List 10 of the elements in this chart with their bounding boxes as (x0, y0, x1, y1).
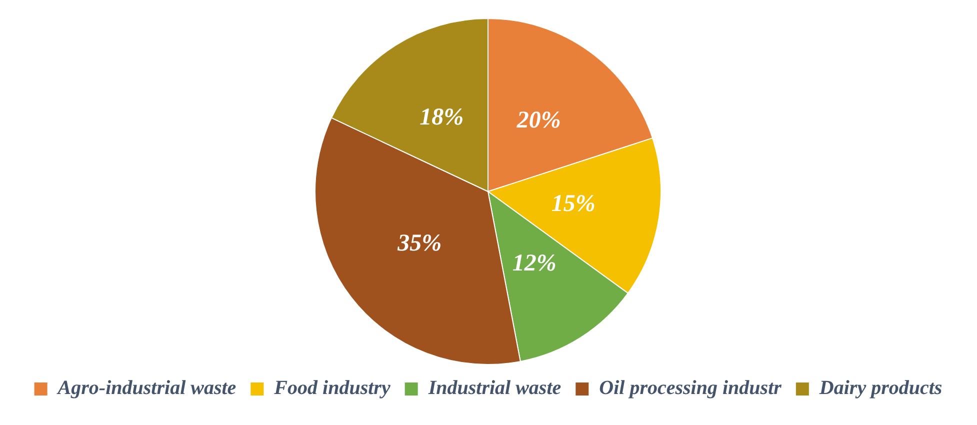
legend-label: Dairy products (818, 377, 942, 400)
legend-label: Oil processing industr (599, 377, 782, 400)
data-label: 35% (396, 230, 442, 257)
legend-label: Food industry (273, 377, 390, 400)
legend-label: Industrial waste (427, 377, 562, 400)
data-label: 12% (512, 250, 556, 277)
legend-label: Agro-industrial waste (56, 377, 236, 400)
data-label: 15% (551, 191, 596, 218)
data-label: 18% (420, 104, 464, 131)
data-label: 20% (516, 108, 561, 134)
